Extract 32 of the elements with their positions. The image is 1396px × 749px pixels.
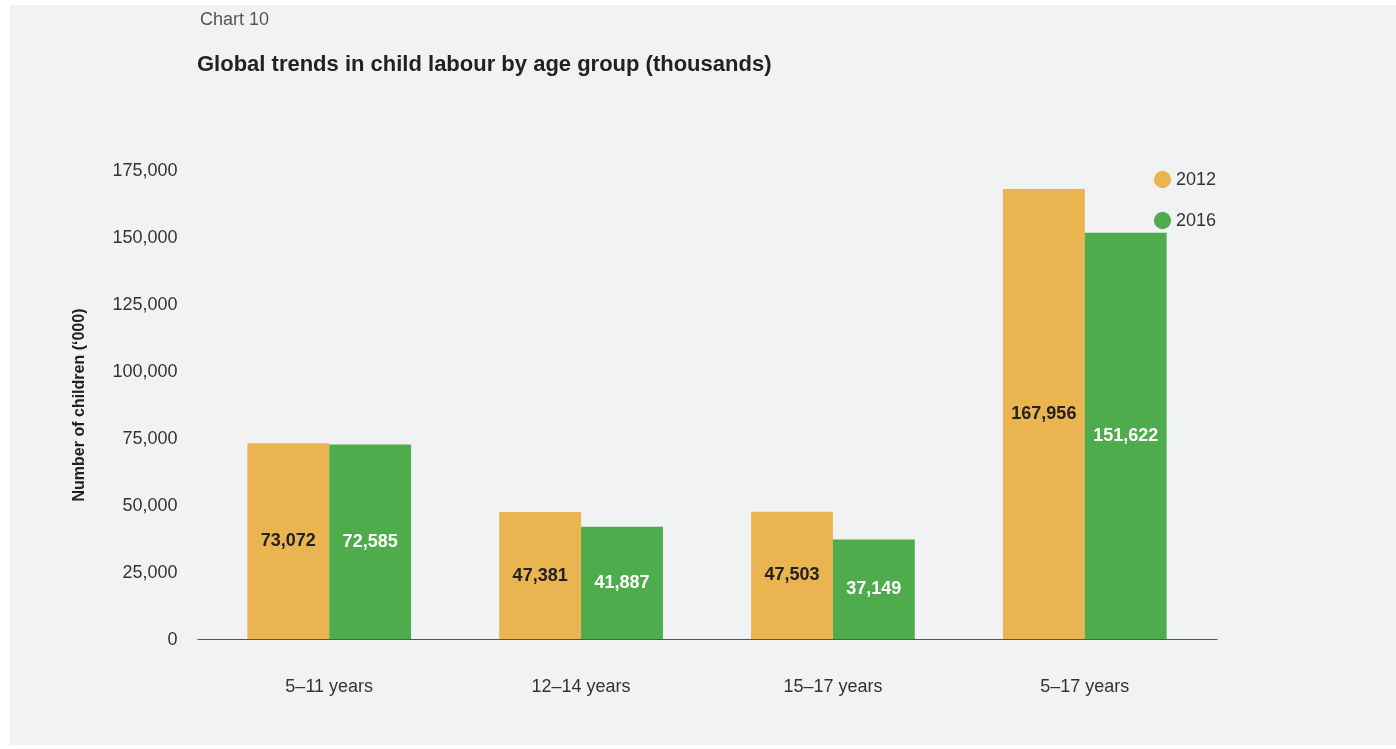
y-axis-title: Number of children (‘000) bbox=[70, 308, 88, 502]
x-tick-label: 12–14 years bbox=[531, 675, 631, 696]
bar bbox=[329, 444, 412, 639]
chart-title: Global trends in child labour by age group (thousands) bbox=[197, 51, 772, 76]
data-label: 73,072 bbox=[260, 530, 316, 551]
data-label: 167,956 bbox=[1011, 402, 1077, 423]
data-label: 47,503 bbox=[764, 564, 820, 585]
bar bbox=[499, 512, 582, 639]
data-label: 37,149 bbox=[846, 578, 902, 599]
bar bbox=[832, 539, 915, 639]
y-tick-label: 0 bbox=[167, 628, 178, 649]
y-tick-label: 150,000 bbox=[112, 226, 178, 247]
y-tick-label: 175,000 bbox=[112, 159, 178, 180]
bar bbox=[751, 511, 833, 639]
bar bbox=[247, 443, 330, 639]
data-label: 72,585 bbox=[342, 530, 398, 551]
y-tick-label: 50,000 bbox=[122, 494, 178, 515]
legend-label: 2016 bbox=[1176, 209, 1217, 230]
bar bbox=[581, 526, 663, 639]
bar bbox=[1002, 188, 1085, 639]
x-tick-label: 15–17 years bbox=[783, 675, 883, 696]
caption: Chart 10 bbox=[200, 9, 270, 30]
y-tick-label: 100,000 bbox=[112, 360, 178, 381]
y-tick-label: 25,000 bbox=[122, 561, 178, 582]
data-label: 151,622 bbox=[1093, 424, 1159, 445]
legend-label: 2012 bbox=[1176, 168, 1217, 189]
y-tick-label: 125,000 bbox=[112, 293, 178, 314]
data-label: 47,381 bbox=[512, 564, 568, 585]
data-label: 41,887 bbox=[594, 571, 650, 592]
x-tick-label: 5–17 years bbox=[1040, 675, 1130, 696]
y-tick-label: 75,000 bbox=[122, 427, 178, 448]
x-tick-label: 5–11 years bbox=[285, 675, 374, 696]
